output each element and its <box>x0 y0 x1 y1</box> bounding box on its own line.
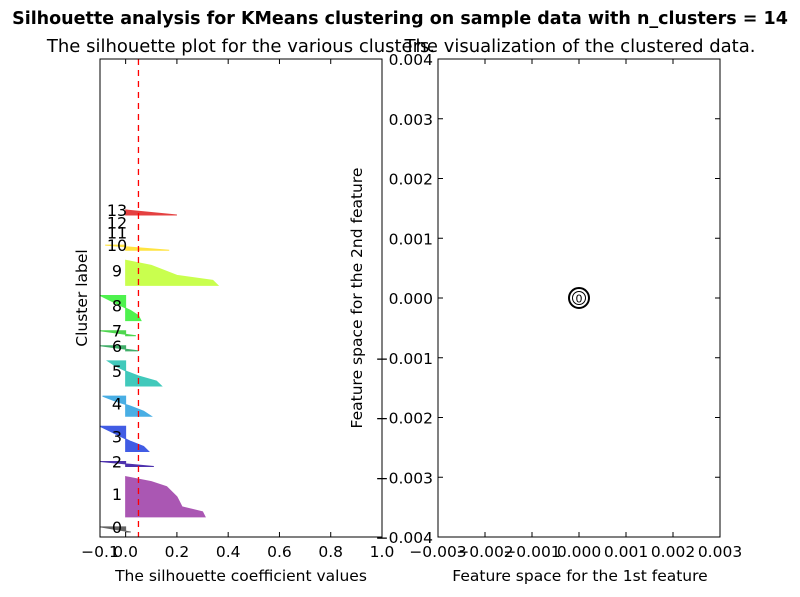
left-x-tick-label: 0.0 <box>113 543 138 561</box>
right-y-axis-label: Feature space for the 2nd feature <box>348 167 366 429</box>
right-y-tick-label: −0.001 <box>376 350 433 368</box>
right-x-tick-label: −0.001 <box>503 543 560 561</box>
silhouette-band-5 <box>106 360 163 387</box>
right-y-tick-label: 0.004 <box>389 51 433 69</box>
cluster-center-marker <box>572 291 586 305</box>
left-x-tick-label: 0.8 <box>318 543 343 561</box>
silhouette-band-1 <box>125 476 206 518</box>
figure-title: Silhouette analysis for KMeans clusterin… <box>12 9 788 29</box>
silhouette-band-4 <box>102 395 153 417</box>
right-y-tick-label: 0.001 <box>389 230 433 248</box>
cluster-label-0: 0 <box>112 518 122 537</box>
silhouette-band-10 <box>105 244 170 251</box>
cluster-label-8: 8 <box>112 297 122 316</box>
right-x-tick-label: 0.003 <box>698 543 742 561</box>
left-x-tick-label: 0.4 <box>216 543 241 561</box>
cluster-label-4: 4 <box>112 395 122 414</box>
right-y-tick-label: 0.000 <box>389 290 433 308</box>
right-x-tick-label: 0.001 <box>604 543 648 561</box>
right-y-tick-label: −0.004 <box>376 529 433 547</box>
left-plot-frame <box>99 58 383 538</box>
left-y-axis-label: Cluster label <box>73 249 91 347</box>
cluster-label-1: 1 <box>112 485 122 504</box>
right-y-tick-label: −0.003 <box>376 469 433 487</box>
cluster-label-11: 11 <box>107 224 127 243</box>
right-x-tick-label: −0.003 <box>409 543 466 561</box>
silhouette-band-8 <box>99 294 142 322</box>
silhouette-band-13 <box>125 209 177 216</box>
cluster-center-label: 0 <box>576 293 583 306</box>
cluster-label-6: 6 <box>112 337 122 356</box>
left-plot-title: The silhouette plot for the various clus… <box>46 36 436 57</box>
left-x-tick-label: −0.1 <box>81 543 119 561</box>
right-plot-title: The visualization of the clustered data. <box>404 36 756 57</box>
silhouette-band-3 <box>99 425 150 452</box>
cluster-label-10: 10 <box>107 236 127 255</box>
right-x-tick-label: 0.002 <box>651 543 695 561</box>
right-y-tick-label: −0.002 <box>376 410 433 428</box>
right-y-tick-label: 0.002 <box>389 171 433 189</box>
left-x-axis-label: The silhouette coefficient values <box>115 567 367 585</box>
cluster-label-5: 5 <box>112 362 122 381</box>
cluster-label-2: 2 <box>112 453 122 472</box>
right-x-tick-label: −0.002 <box>456 543 513 561</box>
right-x-axis-label: Feature space for the 1st feature <box>452 567 708 585</box>
left-x-tick-label: 0.2 <box>165 543 190 561</box>
cluster-label-7: 7 <box>112 322 122 341</box>
cluster-label-13: 13 <box>107 201 127 220</box>
cluster-label-9: 9 <box>112 261 122 280</box>
right-x-tick-label: 0.000 <box>557 543 601 561</box>
cluster-label-12: 12 <box>107 214 127 233</box>
cluster-label-3: 3 <box>112 427 122 446</box>
left-x-tick-label: 1.0 <box>370 543 395 561</box>
left-x-tick-label: 0.6 <box>267 543 292 561</box>
silhouette-band-2 <box>99 461 154 468</box>
silhouette-band-9 <box>125 259 220 286</box>
right-y-tick-label: 0.003 <box>389 111 433 129</box>
